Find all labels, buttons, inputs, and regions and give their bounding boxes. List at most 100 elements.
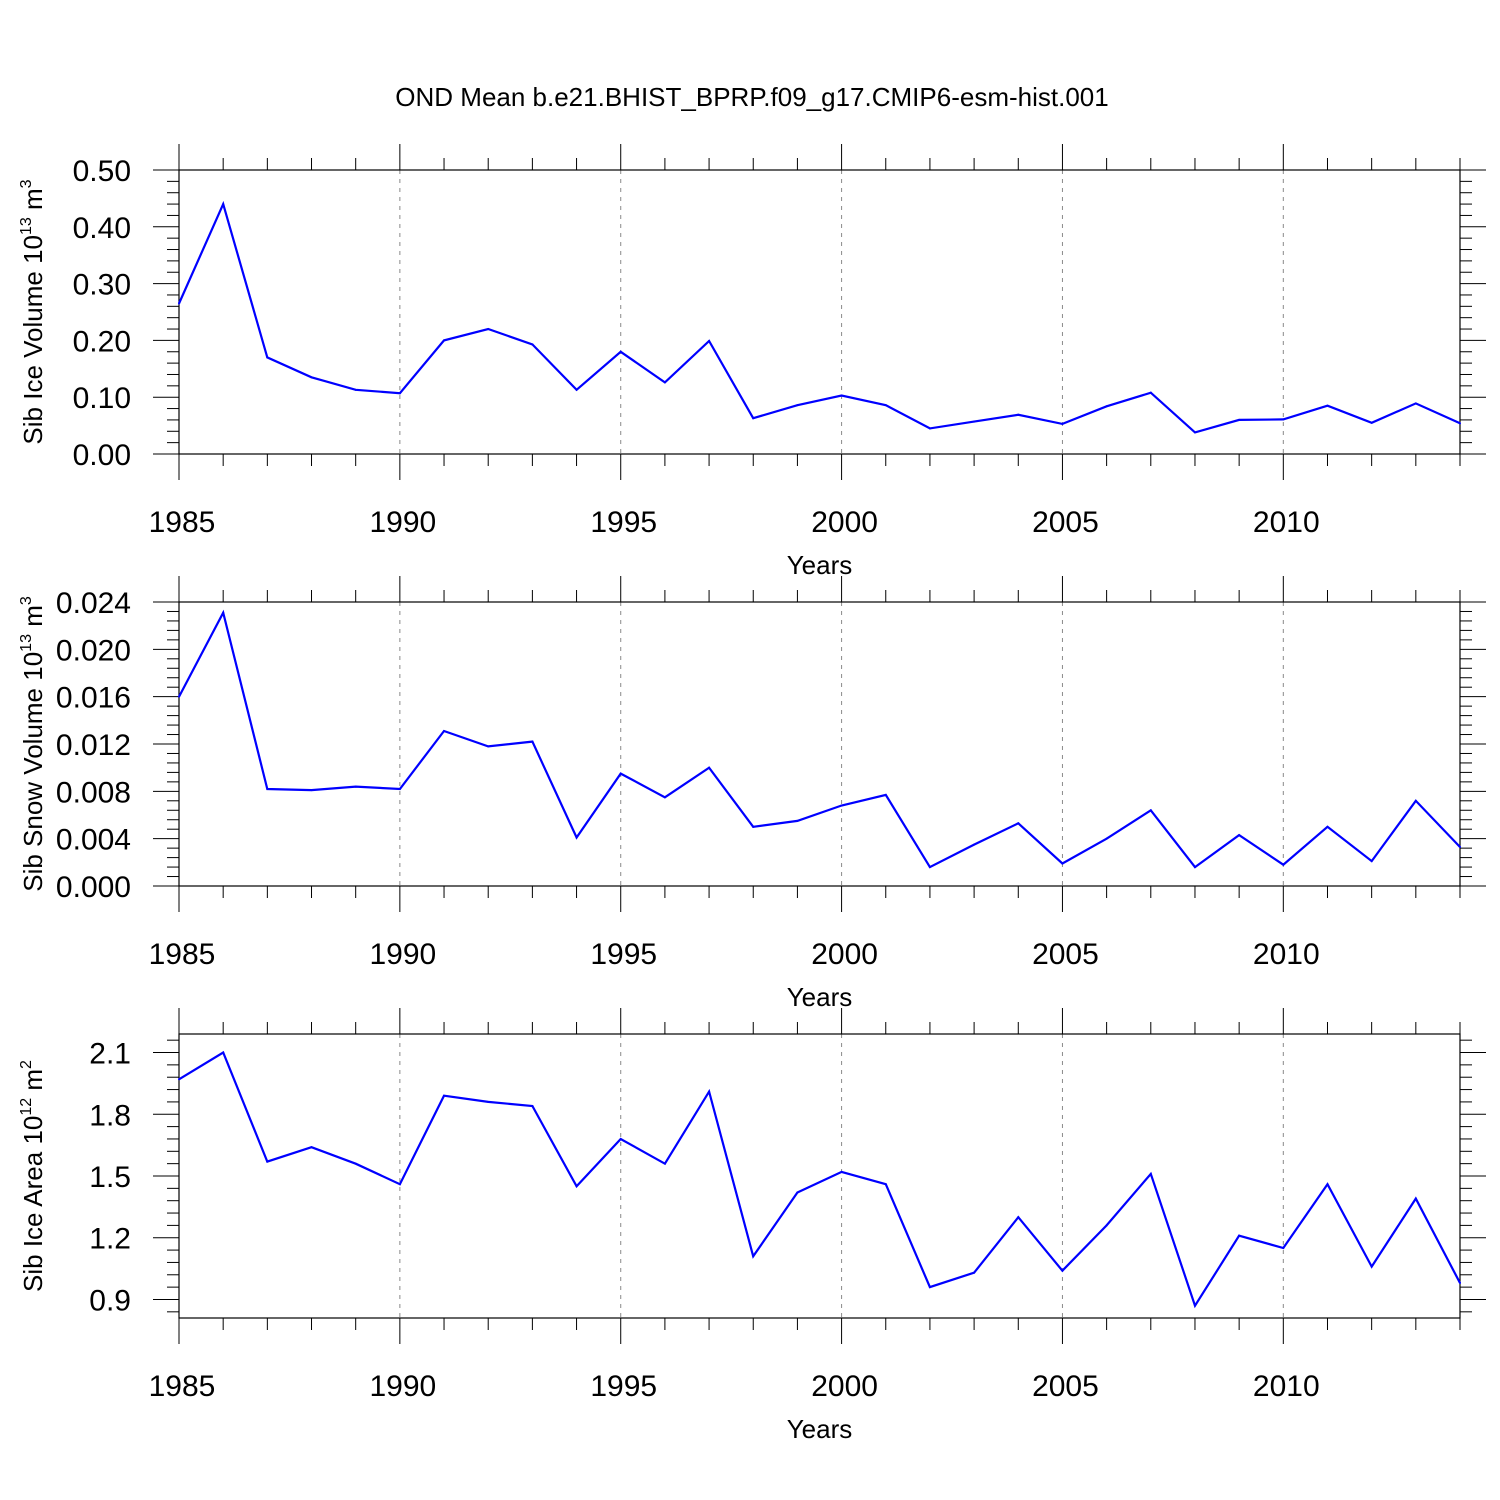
data-point [840,394,843,397]
data-point [1193,866,1196,869]
data-point [928,427,931,430]
x-tick-label: 1990 [369,506,436,539]
data-point [178,302,180,305]
chart-panel-3: 0.9 1.2 1.5 1.8 2.1 1985 1990 1995 2000 2005 2010 Y… [18,1008,1486,1444]
data-point [1017,413,1020,416]
x-tick-label: 1985 [149,506,216,539]
data-point [708,339,711,342]
data-point [531,740,534,743]
data-point [310,1146,313,1149]
x-tick-label: 2000 [811,1370,878,1403]
data-point [398,787,401,790]
data-point [1149,1172,1152,1175]
data-point [928,1286,931,1289]
data-point [1326,404,1329,407]
x-tick-label: 2005 [1032,1370,1099,1403]
y-tick-label: 1.2 [89,1223,131,1256]
data-point [1149,391,1152,394]
data-point [1193,1304,1196,1307]
data-point [884,404,887,407]
data-point [1193,431,1196,434]
data-point [443,729,446,732]
x-axis-label: Years [787,550,853,580]
data-point [1061,1269,1064,1272]
data-point [752,825,755,828]
data-point [884,1183,887,1186]
data-point [443,1094,446,1097]
data-point [708,1090,711,1093]
data-point [1105,405,1108,408]
x-tick-label: 1990 [369,1370,436,1403]
data-point [575,836,578,839]
y-axis-label-unit-exp: 2 [18,1060,35,1069]
data-point [619,350,622,353]
y-axis-label-base: Sib Ice Area 10 [18,1116,48,1292]
y-tick-label: 0.008 [56,776,131,809]
data-point [1414,402,1417,405]
data-point [1238,834,1241,837]
data-point [487,1100,490,1103]
data-point [398,392,401,395]
data-point [1326,1183,1329,1186]
y-tick-label: 2.1 [89,1038,131,1071]
data-point [1105,1224,1108,1227]
data-point [487,328,490,331]
y-tick-label: 0.00 [73,439,131,472]
y-axis-label-base: Sib Ice Volume 10 [18,235,48,445]
data-point [1414,799,1417,802]
data-point [884,793,887,796]
data-point [266,1160,269,1163]
data-point [928,866,931,869]
data-point [310,789,313,792]
x-tick-label: 1985 [149,938,216,971]
y-tick-label: 0.50 [73,155,131,188]
x-tick-label: 2005 [1032,506,1099,539]
data-point [354,785,357,788]
data-point [973,420,976,423]
plot-frame [178,169,1461,455]
y-axis-label: Sib Ice Area 1012 m2 [18,1060,48,1292]
data-point [796,1191,799,1194]
data-point [619,1137,622,1140]
data-point [1061,422,1064,425]
data-point [973,843,976,846]
data-point [663,796,666,799]
data-point [1282,1247,1285,1250]
data-point [1149,809,1152,812]
y-tick-label: 0.10 [73,382,131,415]
data-point [752,1255,755,1258]
y-axis-label-unit: m [18,605,48,634]
figure-title: OND Mean b.e21.BHIST_BPRP.f09_g17.CMIP6-… [395,82,1108,112]
data-point [222,611,225,614]
series-line [177,200,1461,434]
x-tick-label: 1995 [590,1370,657,1403]
y-axis-label-unit: m [18,1069,48,1098]
data-point [1370,860,1373,863]
data-point [266,787,269,790]
data-point [575,1185,578,1188]
x-tick-label: 2010 [1253,938,1320,971]
data-point [1326,825,1329,828]
y-tick-label: 0.20 [73,325,131,358]
data-point [1414,1197,1417,1200]
y-axis-label-exp: 13 [18,634,35,652]
x-tick-label: 1995 [590,938,657,971]
data-point [840,1170,843,1173]
series-line [178,1050,1461,1309]
data-point [752,417,755,420]
x-tick-label: 1985 [149,1370,216,1403]
data-point [619,772,622,775]
y-tick-label: 0.012 [56,729,131,762]
x-tick-label: 2000 [811,938,878,971]
data-point [708,766,711,769]
y-axis-label-exp: 12 [18,1098,35,1116]
y-tick-label: 1.5 [89,1161,131,1194]
data-point [354,1162,357,1165]
data-point [1459,1282,1461,1285]
data-point [1017,822,1020,825]
data-point [178,695,180,698]
x-tick-label: 2000 [811,506,878,539]
x-tick-label: 1995 [590,506,657,539]
